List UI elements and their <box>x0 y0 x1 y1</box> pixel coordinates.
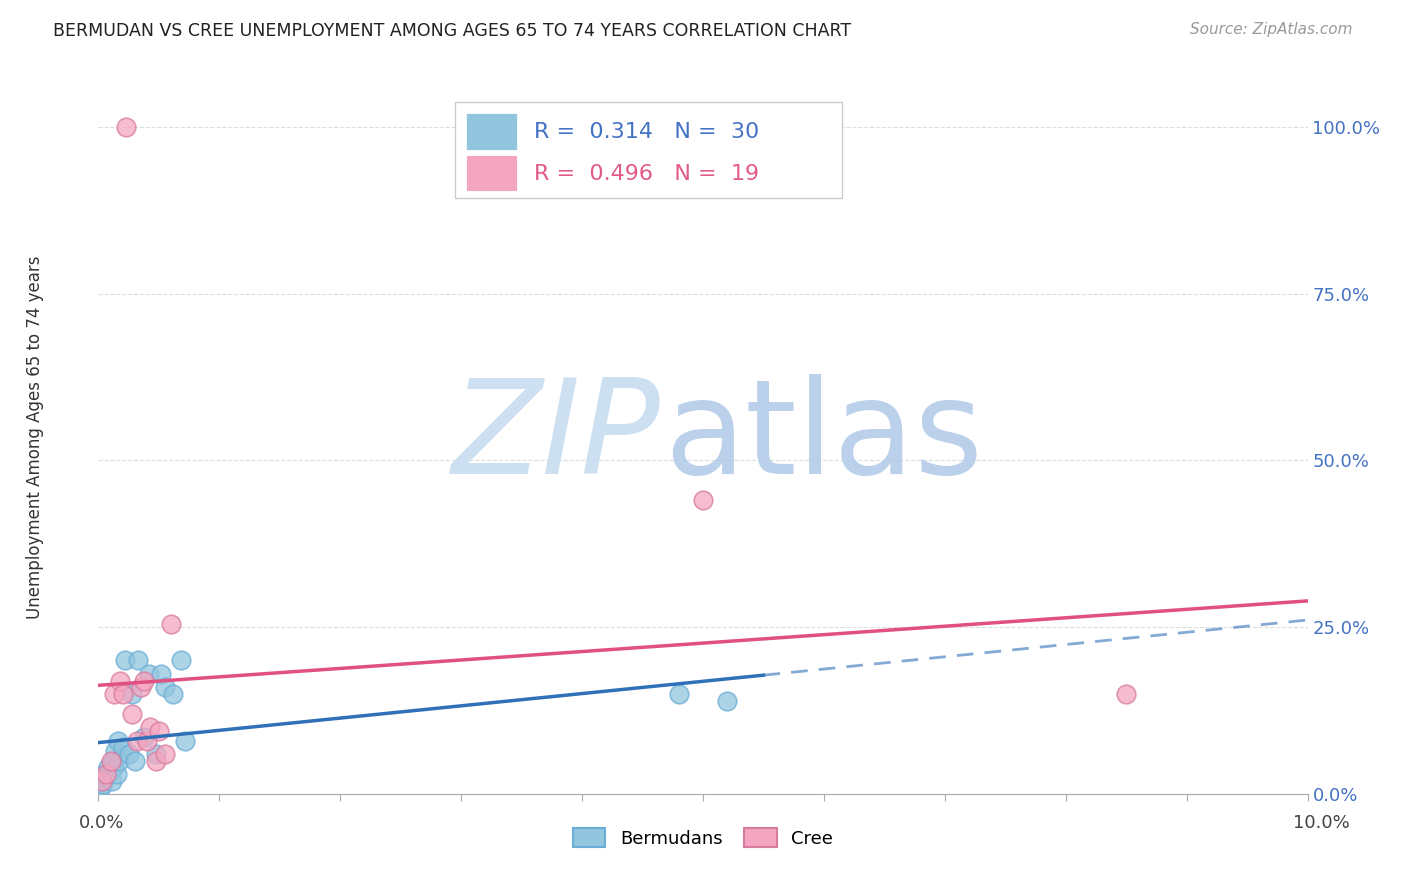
FancyBboxPatch shape <box>465 153 517 193</box>
Point <box>90 780 112 795</box>
Point <box>118 747 141 761</box>
Point <box>100 764 122 778</box>
Point <box>103 687 125 701</box>
Point <box>124 754 146 768</box>
Point <box>150 666 173 681</box>
Text: Source: ZipAtlas.com: Source: ZipAtlas.com <box>1189 22 1353 37</box>
Point <box>1115 687 1137 701</box>
Point <box>716 693 738 707</box>
Point <box>121 706 143 721</box>
Point <box>93 767 115 781</box>
Point <box>94 770 117 784</box>
Point <box>138 666 160 681</box>
Point <box>107 733 129 747</box>
Point <box>148 723 170 738</box>
Text: Unemployment Among Ages 65 to 74 years: Unemployment Among Ages 65 to 74 years <box>27 255 44 619</box>
Point <box>91 777 114 791</box>
Point <box>115 120 138 134</box>
Point <box>103 760 125 774</box>
Text: ZIP: ZIP <box>451 374 661 500</box>
Text: 10.0%: 10.0% <box>1294 814 1350 831</box>
Point <box>108 673 131 688</box>
Text: R =  0.496   N =  19: R = 0.496 N = 19 <box>534 164 759 185</box>
Point <box>160 616 183 631</box>
Point <box>145 747 167 761</box>
Text: atlas: atlas <box>664 374 983 500</box>
Point <box>153 680 176 694</box>
FancyBboxPatch shape <box>456 102 842 198</box>
Point <box>129 680 152 694</box>
Point <box>114 653 136 667</box>
Text: R =  0.314   N =  30: R = 0.314 N = 30 <box>534 121 759 142</box>
Point <box>692 493 714 508</box>
Point <box>127 653 149 667</box>
Point <box>91 773 114 788</box>
Point <box>139 720 162 734</box>
Point <box>121 687 143 701</box>
Point <box>153 747 176 761</box>
FancyBboxPatch shape <box>465 112 517 151</box>
Text: BERMUDAN VS CREE UNEMPLOYMENT AMONG AGES 65 TO 74 YEARS CORRELATION CHART: BERMUDAN VS CREE UNEMPLOYMENT AMONG AGES… <box>53 22 852 40</box>
Point <box>100 754 122 768</box>
Point <box>668 687 690 701</box>
Point <box>97 760 120 774</box>
Legend: Bermudans, Cree: Bermudans, Cree <box>565 821 841 855</box>
Point <box>111 687 134 701</box>
Point <box>127 733 149 747</box>
Point <box>101 754 124 768</box>
Point <box>145 754 167 768</box>
Point <box>174 733 197 747</box>
Point <box>105 767 128 781</box>
Point <box>135 733 157 747</box>
Point <box>134 673 156 688</box>
Point <box>94 767 117 781</box>
Point <box>111 740 134 755</box>
Text: 0.0%: 0.0% <box>79 814 124 831</box>
Point <box>134 730 156 744</box>
Point <box>91 773 114 788</box>
Point <box>169 653 191 667</box>
Point <box>108 754 131 768</box>
Point <box>100 773 122 788</box>
Point <box>104 743 127 757</box>
Point <box>162 687 184 701</box>
